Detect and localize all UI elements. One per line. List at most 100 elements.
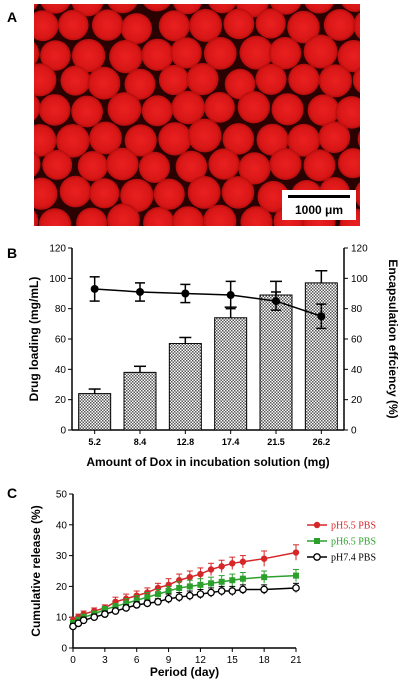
microsphere bbox=[38, 208, 72, 226]
microsphere bbox=[89, 121, 122, 155]
chart-b-x-tick-label: 5.2 bbox=[88, 437, 101, 447]
chart-b-efficiency-point bbox=[181, 289, 190, 298]
chart-c-point bbox=[154, 597, 162, 606]
chart-c-point bbox=[185, 591, 194, 600]
microsphere bbox=[353, 12, 360, 39]
chart-b-efficiency-line bbox=[94, 288, 322, 317]
chart-b-x-tick-label: 17.4 bbox=[222, 437, 240, 447]
microsphere bbox=[203, 204, 237, 226]
chart-b-bar bbox=[123, 371, 157, 431]
microsphere bbox=[34, 177, 58, 210]
chart-b-y-tick-label: 60 bbox=[55, 335, 67, 346]
microsphere bbox=[304, 4, 334, 14]
chart-b-y-tick-label: 120 bbox=[49, 244, 66, 255]
microsphere-field bbox=[34, 4, 360, 226]
chart-c-point bbox=[218, 578, 225, 585]
chart-c-point bbox=[175, 593, 184, 602]
microsphere bbox=[187, 118, 222, 153]
microsphere bbox=[352, 67, 360, 93]
chart-c-y-tick-label: 40 bbox=[56, 520, 68, 531]
microsphere bbox=[143, 207, 175, 226]
chart-c-point bbox=[112, 603, 119, 610]
chart-b-y-tick-label: 80 bbox=[55, 304, 67, 315]
chart-c: Cumulative release (%) Period (day) 0 10 2… bbox=[29, 490, 376, 680]
chart-c-point bbox=[292, 584, 300, 592]
chart-b-y2-tick-label: 80 bbox=[351, 304, 363, 315]
chart-c-point bbox=[229, 577, 236, 584]
microsphere bbox=[307, 94, 340, 126]
microsphere bbox=[158, 64, 190, 96]
microsphere bbox=[222, 123, 255, 155]
microsphere bbox=[257, 180, 290, 213]
chart-c-point bbox=[154, 591, 161, 598]
chart-c-point bbox=[164, 594, 173, 603]
chart-c-point bbox=[101, 610, 109, 618]
microsphere bbox=[34, 4, 39, 10]
chart-b-x-tick-label: 21.5 bbox=[267, 437, 285, 447]
chart-c-legend-marker bbox=[314, 538, 320, 544]
microsphere bbox=[323, 9, 356, 41]
panel-c-letter: C bbox=[7, 485, 17, 501]
microsphere bbox=[237, 91, 270, 124]
chart-b-y2-tick-label: 100 bbox=[351, 274, 368, 285]
microsphere bbox=[141, 95, 173, 127]
chart-c-point bbox=[101, 606, 108, 613]
microsphere bbox=[238, 152, 271, 185]
chart-c-x-tick-label: 15 bbox=[227, 655, 239, 666]
microsphere bbox=[71, 38, 106, 73]
microsphere bbox=[240, 206, 273, 226]
chart-c-y-tick-label: 30 bbox=[56, 551, 68, 562]
chart-c-point bbox=[197, 581, 204, 588]
chart-b-efficiency-point bbox=[272, 297, 280, 306]
chart-b-x-tick-label: 12.8 bbox=[177, 437, 195, 447]
chart-c-point bbox=[293, 572, 299, 579]
microsphere bbox=[341, 4, 360, 12]
microsphere bbox=[255, 8, 286, 39]
microsphere bbox=[239, 35, 274, 70]
microsphere bbox=[303, 149, 336, 182]
scale-bar-label: 1000 μm bbox=[295, 203, 343, 217]
chart-c-point bbox=[217, 587, 226, 595]
chart-b-y2-tick-label: 120 bbox=[351, 244, 368, 255]
chart-c-point bbox=[239, 558, 247, 565]
microsphere bbox=[143, 4, 171, 12]
chart-b-bar bbox=[78, 393, 112, 431]
microsphere bbox=[203, 37, 237, 70]
chart-b-x-tick-label: 26.2 bbox=[313, 437, 331, 447]
chart-c-y-tick-label: 50 bbox=[56, 490, 68, 501]
microsphere bbox=[357, 130, 360, 148]
microsphere bbox=[107, 203, 140, 226]
microsphere bbox=[141, 38, 174, 71]
microsphere bbox=[87, 66, 121, 100]
chart-b-bar bbox=[168, 343, 202, 431]
microsphere bbox=[89, 178, 120, 209]
microsphere bbox=[204, 92, 235, 123]
chart-c-point bbox=[261, 574, 268, 581]
chart-c-point bbox=[239, 575, 246, 582]
chart-b-bar bbox=[214, 317, 248, 431]
chart-c-point bbox=[186, 583, 193, 590]
microsphere bbox=[318, 64, 352, 98]
chart-c-point bbox=[239, 585, 247, 594]
chart-c-x-axis-label: Period (day) bbox=[150, 665, 219, 679]
chart-c-legend-label: pH7.4 PBS bbox=[331, 553, 376, 564]
microsphere bbox=[287, 123, 321, 157]
chart-c-x-tick-label: 9 bbox=[166, 655, 172, 666]
chart-c-point bbox=[132, 601, 141, 609]
microsphere bbox=[71, 95, 103, 128]
chart-b-bar bbox=[304, 282, 338, 431]
chart-c-point bbox=[228, 587, 237, 595]
microsphere bbox=[106, 147, 139, 181]
microsphere bbox=[34, 10, 59, 42]
microsphere bbox=[34, 42, 40, 66]
microsphere bbox=[34, 151, 41, 177]
chart-b-efficiency-point bbox=[136, 287, 144, 296]
chart-b-y-tick-label: 20 bbox=[55, 395, 67, 406]
scale-bar bbox=[288, 195, 350, 198]
microsphere bbox=[34, 94, 41, 121]
panel-b-letter: B bbox=[7, 245, 17, 261]
microsphere bbox=[170, 37, 202, 69]
chart-b: Drug loading (mg/mL) Encapsulation effci… bbox=[27, 244, 400, 470]
chart-b-bar bbox=[259, 294, 293, 431]
microsphere bbox=[337, 148, 360, 179]
